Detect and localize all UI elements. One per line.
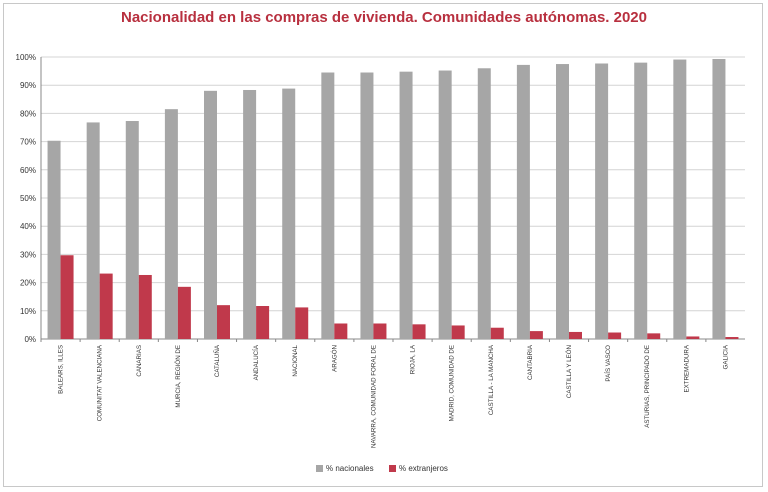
x-tick-label: GALICIA xyxy=(722,344,729,369)
x-tick-label: ARAGÓN xyxy=(331,345,338,372)
bar-extranjeros xyxy=(99,273,113,339)
bar-nacionales xyxy=(321,72,335,339)
x-tick-label: ASTURIAS, PRINCIPADO DE xyxy=(644,345,651,428)
bar-extranjeros xyxy=(608,332,622,339)
legend: % nacionales % extranjeros xyxy=(316,464,448,473)
bar-extranjeros xyxy=(217,305,230,339)
y-tick-label: 70% xyxy=(20,138,36,147)
bar-nacionales xyxy=(282,88,296,339)
x-tick-label: CATALUÑA xyxy=(214,344,221,377)
bar-nacionales xyxy=(360,72,374,339)
chart-title: Nacionalidad en las compras de vivienda.… xyxy=(121,9,647,26)
bar-extranjeros xyxy=(334,323,348,339)
y-tick-label: 90% xyxy=(20,81,36,90)
x-tick-label: COMUNITAT VALENCIANA xyxy=(97,344,104,421)
bar-nacionales xyxy=(164,109,178,339)
bar-extranjeros xyxy=(529,331,543,339)
y-tick-label: 0% xyxy=(24,335,36,344)
x-tick-label: CANARIAS xyxy=(136,345,143,377)
y-tick-label: 20% xyxy=(20,279,36,288)
y-tick-label: 40% xyxy=(20,222,36,231)
x-tick-label: NACIONAL xyxy=(292,344,299,376)
bar-extranjeros xyxy=(725,337,739,339)
bar-nacionales xyxy=(399,71,413,339)
bar-nacionales xyxy=(438,70,452,339)
bar-extranjeros xyxy=(256,306,270,339)
y-tick-label: 50% xyxy=(20,194,36,203)
bar-nacionales xyxy=(712,58,726,339)
bar-nacionales xyxy=(204,90,217,339)
x-tick-label: BALEARS, ILLES xyxy=(58,345,65,394)
y-tick-label: 80% xyxy=(20,109,36,118)
x-tick-label: MURCIA, REGIÓN DE xyxy=(175,345,182,408)
bar-extranjeros xyxy=(177,286,191,339)
bar-extranjeros xyxy=(60,255,74,339)
bar-nacionales xyxy=(243,89,257,339)
bar-nacionales xyxy=(125,121,139,339)
y-tick-label: 30% xyxy=(20,250,36,259)
bars xyxy=(47,58,739,340)
bar-extranjeros xyxy=(686,336,700,339)
bar-nacionales xyxy=(595,63,609,340)
bar-extranjeros xyxy=(647,333,661,339)
bar-nacionales xyxy=(634,62,648,339)
x-tick-label: EXTREMADURA xyxy=(683,344,690,392)
bar-extranjeros xyxy=(295,307,309,339)
bar-extranjeros xyxy=(569,331,582,339)
legend-label-extranjeros: % extranjeros xyxy=(399,464,448,473)
x-tick-label: CANTABRIA xyxy=(527,344,534,380)
bar-nacionales xyxy=(86,122,100,339)
x-tick-label: ANDALUCÍA xyxy=(253,344,260,380)
bar-nacionales xyxy=(477,68,491,339)
x-tick-label: CASTILLA - LA MANCHA xyxy=(488,344,495,415)
bar-extranjeros xyxy=(490,327,504,339)
bar-nacionales xyxy=(673,59,687,340)
legend-label-nacionales: % nacionales xyxy=(326,464,374,473)
y-tick-label: 60% xyxy=(20,166,36,175)
x-tick-label: NAVARRA, COMUNIDAD FORAL DE xyxy=(370,345,377,448)
y-tick-label: 100% xyxy=(16,53,36,62)
bar-nacionales xyxy=(556,64,569,340)
x-axis-labels: BALEARS, ILLES COMUNITAT VALENCIANA CANARI… xyxy=(40,339,729,448)
bar-extranjeros xyxy=(451,325,465,339)
legend-swatch-extranjeros xyxy=(389,465,396,472)
bar-extranjeros xyxy=(373,323,387,339)
y-tick-label: 10% xyxy=(20,307,36,316)
bar-extranjeros xyxy=(412,324,426,339)
bar-nacionales xyxy=(516,64,530,340)
legend-swatch-nacionales xyxy=(316,465,323,472)
bar-nacionales xyxy=(47,140,61,339)
x-tick-label: CASTILLA Y LEÓN xyxy=(566,345,573,398)
x-tick-label: PAÍS VASCO xyxy=(605,345,612,382)
x-tick-label: RIOJA, LA xyxy=(410,344,417,374)
bar-extranjeros xyxy=(138,274,152,339)
x-tick-label: MADRID, COMUNIDAD DE xyxy=(449,345,456,421)
